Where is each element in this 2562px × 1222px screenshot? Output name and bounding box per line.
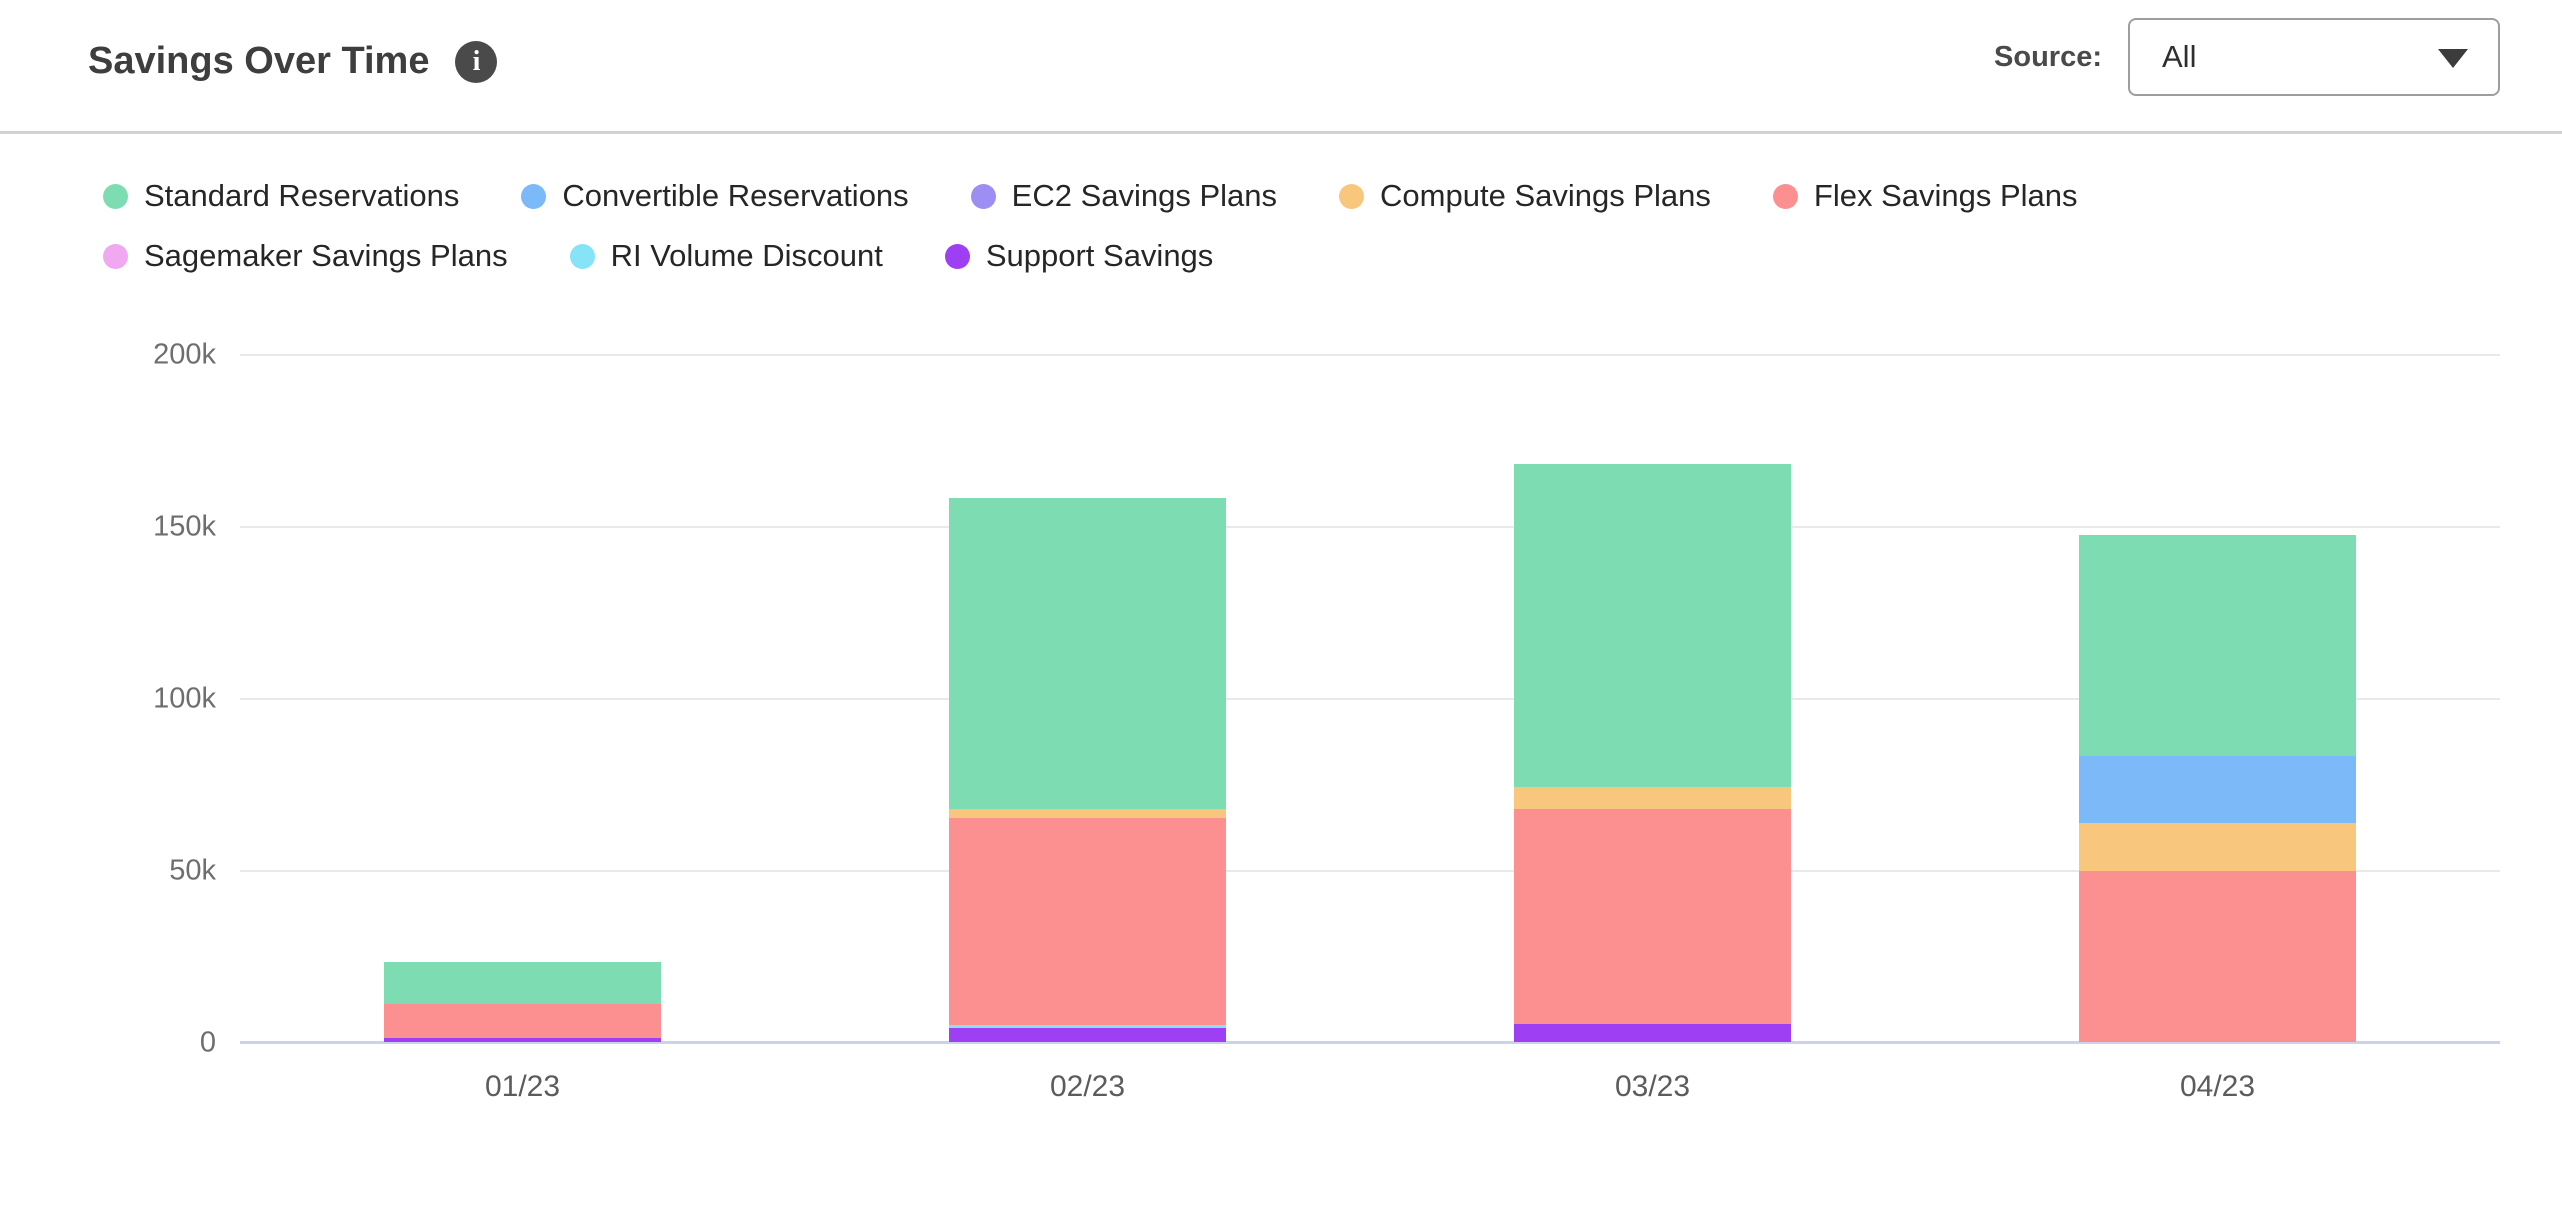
gridline: 50k bbox=[169, 855, 2500, 887]
source-filter: Source: All bbox=[1994, 18, 2500, 96]
legend-label: Compute Savings Plans bbox=[1380, 178, 1711, 213]
y-axis-label: 50k bbox=[169, 854, 216, 887]
bar-stack[interactable] bbox=[384, 961, 661, 1042]
legend-label: RI Volume Discount bbox=[610, 238, 883, 273]
panel-title: Savings Over Time bbox=[88, 40, 430, 82]
y-axis-label: 150k bbox=[153, 510, 216, 543]
x-axis-label: 03/23 bbox=[1614, 1070, 1691, 1103]
legend-label: Sagemaker Savings Plans bbox=[144, 238, 508, 273]
gridline: 200k bbox=[153, 339, 2500, 371]
y-axis-label: 0 bbox=[199, 1026, 216, 1058]
bar-segment-flex-savings-plans[interactable] bbox=[384, 1003, 661, 1038]
y-axis-label: 100k bbox=[153, 682, 216, 715]
legend-label: Convertible Reservations bbox=[562, 178, 909, 213]
legend-dot-icon bbox=[521, 183, 547, 209]
panel-header: Savings Over Time i Source: All bbox=[0, 0, 2562, 134]
bar-segment-support-savings[interactable] bbox=[1514, 1024, 1791, 1042]
bar-segment-standard-reservations[interactable] bbox=[384, 961, 661, 1004]
bar-stack[interactable] bbox=[949, 497, 1226, 1042]
legend-dot-icon bbox=[1339, 183, 1365, 209]
x-axis-labels: 01/23 02/23 03/23 04/23 bbox=[240, 1070, 2500, 1104]
source-selected-value: All bbox=[2162, 39, 2197, 74]
legend-dot-icon bbox=[1772, 183, 1798, 209]
bar-segment-convertible-reservations[interactable] bbox=[2079, 755, 2356, 823]
bar-segment-compute-savings-plans[interactable] bbox=[1514, 787, 1791, 810]
x-axis-label: 01/23 bbox=[484, 1070, 561, 1103]
source-dropdown[interactable]: All bbox=[2128, 18, 2500, 96]
legend-label: EC2 Savings Plans bbox=[1011, 178, 1278, 213]
bar-slot bbox=[1370, 336, 1935, 1042]
bar-segment-compute-savings-plans[interactable] bbox=[949, 808, 1226, 818]
chevron-down-icon bbox=[2438, 49, 2468, 68]
legend-item[interactable]: Compute Savings Plans bbox=[1339, 178, 1711, 214]
info-icon[interactable]: i bbox=[455, 40, 498, 83]
panel-title-group: Savings Over Time i bbox=[88, 40, 498, 83]
bar-segment-flex-savings-plans[interactable] bbox=[949, 817, 1226, 1025]
bar-segment-ri-volume-discount[interactable] bbox=[949, 1024, 1226, 1028]
legend-item[interactable]: RI Volume Discount bbox=[569, 238, 883, 274]
bar-segment-support-savings[interactable] bbox=[384, 1037, 661, 1042]
legend-label: Standard Reservations bbox=[144, 178, 460, 213]
bar-segment-standard-reservations[interactable] bbox=[1514, 464, 1791, 788]
legend-label: Support Savings bbox=[985, 238, 1214, 273]
bar-slot bbox=[1935, 336, 2500, 1042]
bar-segment-standard-reservations[interactable] bbox=[2079, 534, 2356, 756]
legend-item[interactable]: EC2 Savings Plans bbox=[970, 178, 1278, 214]
bar-stack[interactable] bbox=[1514, 464, 1791, 1042]
x-axis-label: 04/23 bbox=[2179, 1070, 2256, 1103]
bars-layer bbox=[240, 336, 2500, 1042]
legend-dot-icon bbox=[569, 243, 595, 269]
legend-dot-icon bbox=[970, 183, 996, 209]
gridline: 100k bbox=[153, 683, 2500, 715]
y-axis-label: 200k bbox=[153, 338, 216, 371]
legend-item[interactable]: Convertible Reservations bbox=[521, 178, 909, 214]
bar-stack[interactable] bbox=[2079, 534, 2356, 1042]
legend-item[interactable]: Standard Reservations bbox=[103, 178, 459, 214]
legend-label: Flex Savings Plans bbox=[1813, 178, 2078, 213]
x-axis-label: 02/23 bbox=[1049, 1070, 1126, 1103]
legend-dot-icon bbox=[103, 183, 128, 209]
legend-item[interactable]: Support Savings bbox=[944, 238, 1214, 274]
bar-slot bbox=[240, 336, 805, 1042]
bar-segment-flex-savings-plans[interactable] bbox=[1514, 809, 1791, 1025]
legend-item[interactable]: Flex Savings Plans bbox=[1772, 178, 2078, 214]
legend-item[interactable]: Sagemaker Savings Plans bbox=[103, 238, 508, 274]
bar-segment-standard-reservations[interactable] bbox=[949, 497, 1226, 809]
chart-plot-area: 0 50k 100k 150k 200k bbox=[153, 336, 2500, 1058]
gridline: 150k bbox=[153, 511, 2500, 543]
source-label: Source: bbox=[1994, 40, 2102, 73]
legend-dot-icon bbox=[103, 243, 128, 269]
chart-legend: Standard Reservations Convertible Reserva… bbox=[103, 178, 2502, 274]
bar-segment-support-savings[interactable] bbox=[949, 1027, 1226, 1042]
bar-segment-flex-savings-plans[interactable] bbox=[2079, 871, 2356, 1042]
bar-chart: 0 50k 100k 150k 200k 01/23 02/23 03/23 04/23 bbox=[0, 336, 2562, 1104]
bar-segment-compute-savings-plans[interactable] bbox=[2079, 822, 2356, 871]
bar-slot bbox=[805, 336, 1370, 1042]
legend-dot-icon bbox=[944, 243, 970, 269]
x-axis-line: 0 bbox=[200, 1026, 2500, 1058]
